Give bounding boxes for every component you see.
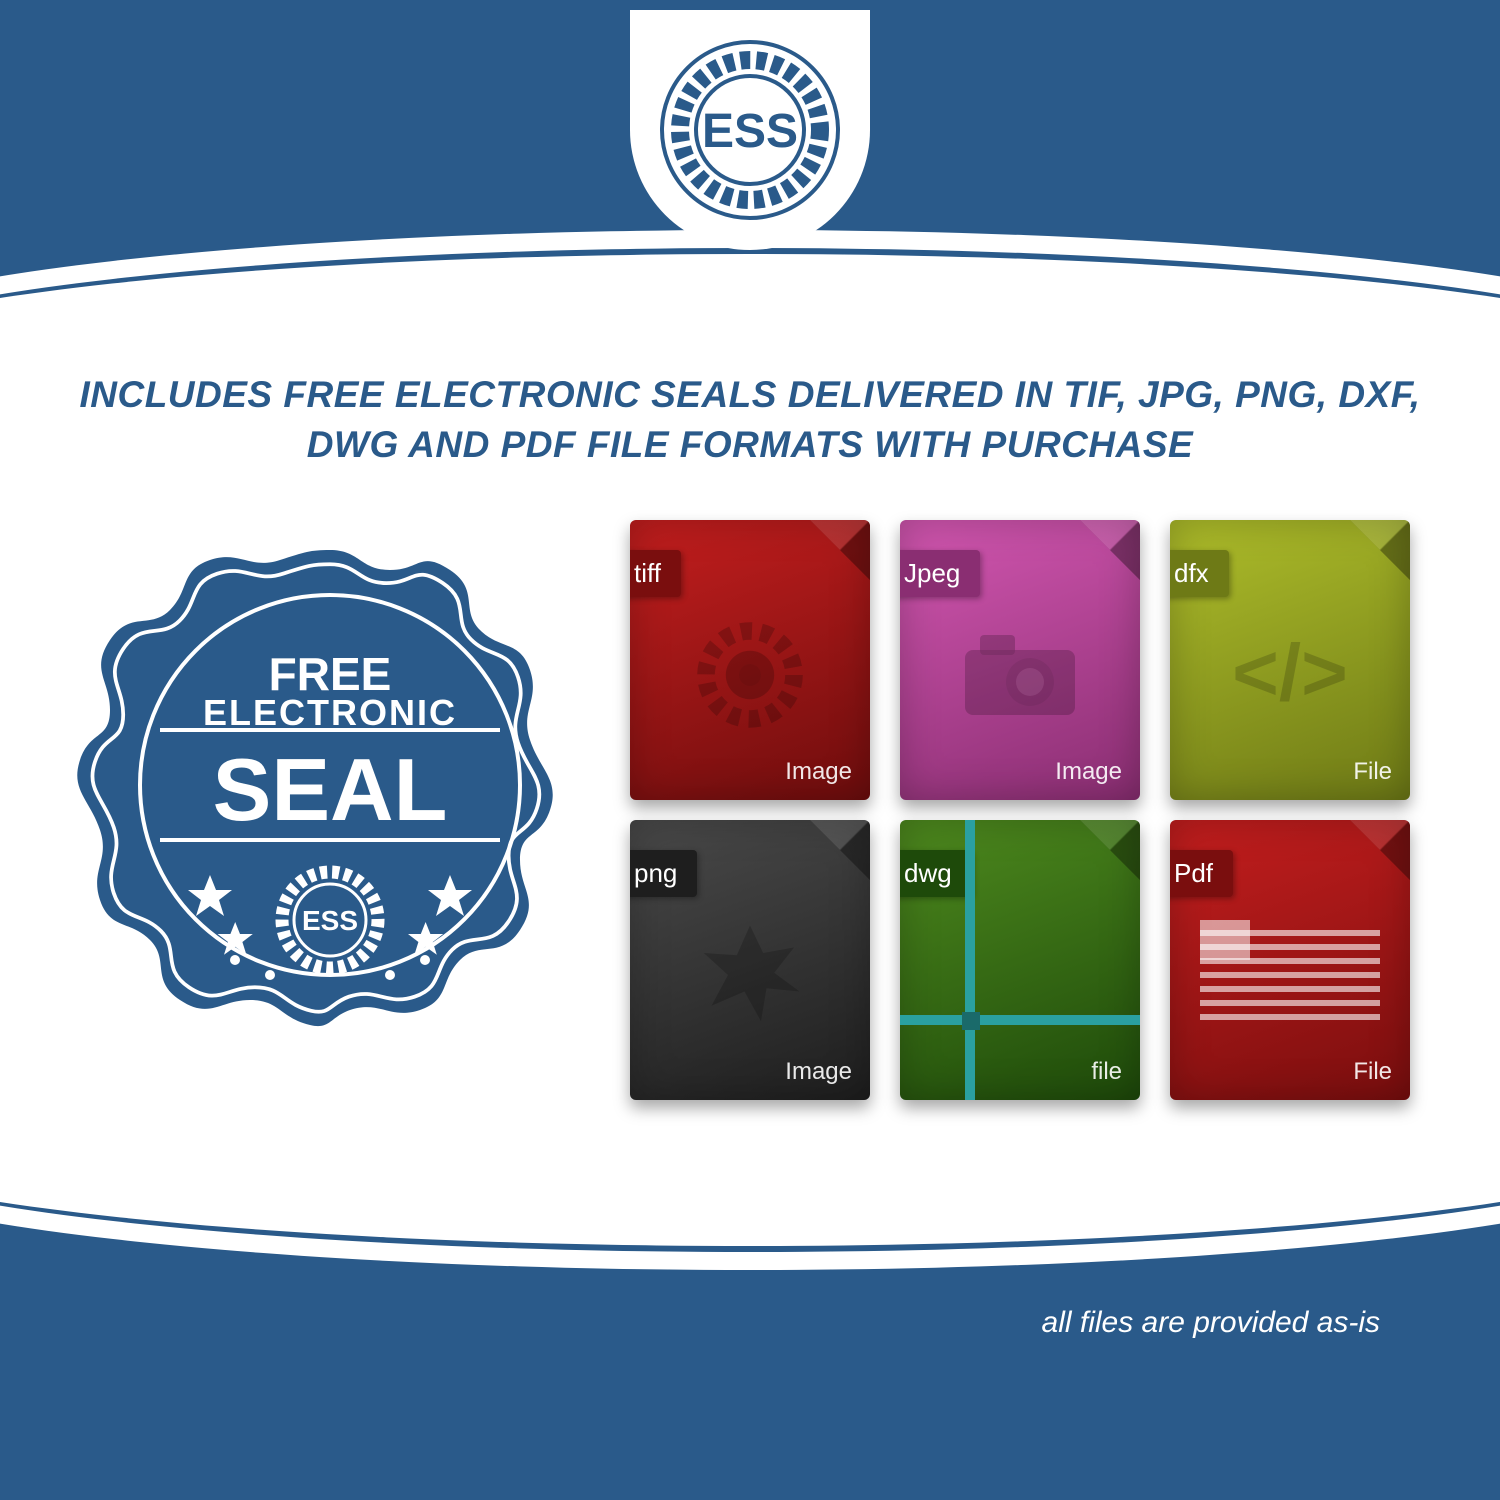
file-fold-corner <box>810 520 870 580</box>
free-electronic-seal-badge: FREE ELECTRONIC SEAL ESS <box>60 530 600 1090</box>
file-icon-pdf: Pdf File <box>1170 820 1410 1100</box>
file-footer-label: File <box>1353 758 1392 786</box>
content-row: FREE ELECTRONIC SEAL ESS tiffImageJpe <box>60 520 1440 1100</box>
file-footer-label: Image <box>785 758 852 786</box>
disclaimer-text: all files are provided as-is <box>1042 1306 1380 1340</box>
file-glyph-icon <box>630 910 870 1040</box>
file-glyph-icon <box>900 610 1140 740</box>
file-tab-label: tiff <box>630 550 681 597</box>
file-format-grid: tiff Image Jpeg Image dfx</> File png Image dwgf… <box>630 520 1440 1100</box>
file-icon-dwg: dwgfile <box>900 820 1140 1100</box>
logo-text: ESS <box>702 105 798 158</box>
file-tab-label: dfx <box>1170 550 1229 597</box>
file-icon-jpeg: Jpeg Image <box>900 520 1140 800</box>
seal-badge-icon: FREE ELECTRONIC SEAL ESS <box>60 530 600 1090</box>
file-glyph-icon <box>630 610 870 740</box>
file-footer-label: File <box>1353 1058 1392 1086</box>
file-fold-corner <box>1350 520 1410 580</box>
file-fold-corner <box>1350 820 1410 880</box>
file-glyph-icon: </> <box>1170 610 1410 740</box>
file-icon-tiff: tiff Image <box>630 520 870 800</box>
ess-gear-logo-icon: ESS <box>655 35 845 225</box>
headline-text: INCLUDES FREE ELECTRONIC SEALS DELIVERED… <box>75 370 1425 470</box>
svg-text:</>: </> <box>1232 630 1348 717</box>
file-footer-label: Image <box>1055 758 1122 786</box>
seal-line3: SEAL <box>213 740 448 839</box>
logo-badge: ESS <box>630 10 870 250</box>
doc-lines-icon <box>1200 930 1380 1040</box>
file-footer-label: Image <box>785 1058 852 1086</box>
file-fold-corner <box>1080 520 1140 580</box>
seal-line2: ELECTRONIC <box>203 692 457 733</box>
file-footer-label: file <box>1091 1058 1122 1086</box>
seal-inner-text: ESS <box>302 905 358 936</box>
file-icon-png: png Image <box>630 820 870 1100</box>
file-tab-label: Jpeg <box>900 550 980 597</box>
file-icon-dfx: dfx</> File <box>1170 520 1410 800</box>
file-tab-label: Pdf <box>1170 850 1233 897</box>
file-tab-label: png <box>630 850 697 897</box>
file-fold-corner <box>810 820 870 880</box>
